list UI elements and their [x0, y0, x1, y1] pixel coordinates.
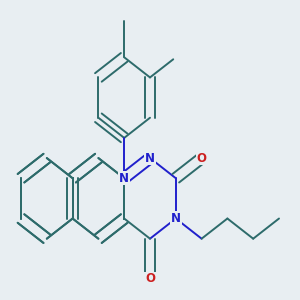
Text: O: O — [145, 272, 155, 286]
Text: N: N — [145, 152, 155, 165]
Text: N: N — [119, 172, 129, 185]
Text: O: O — [196, 152, 207, 165]
Text: N: N — [171, 212, 181, 225]
